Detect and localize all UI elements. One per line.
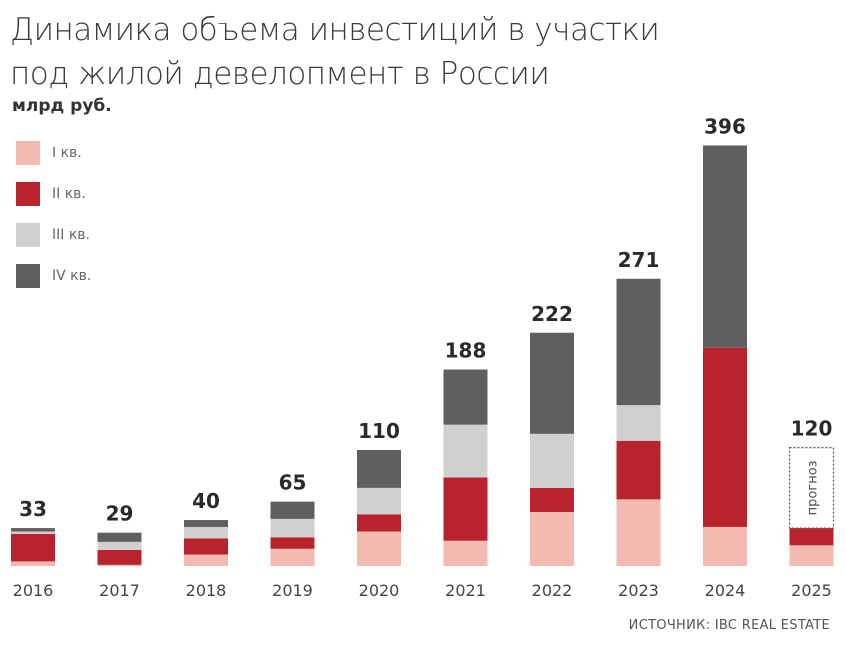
year-label-2016: 2016 [13,581,54,600]
bar-segment-2019-q2 [270,537,315,549]
year-label-2023: 2023 [618,581,659,600]
bar-segment-2023-q3 [616,405,661,441]
bar-segment-2020-q4 [357,449,401,488]
bar-segment-2020-q1 [357,531,401,566]
bar-segment-2017-q1 [97,564,142,566]
legend-swatch-q1 [16,140,40,165]
legend: I кв. II кв. III кв. IV кв. [16,132,91,296]
bar-segment-2017-q2 [97,549,142,565]
year-label-2018: 2018 [186,581,227,600]
year-label-2024: 2024 [705,581,746,600]
legend-label-q3: III кв. [52,226,90,243]
legend-item-q3: III кв. [16,214,91,255]
year-label-2020: 2020 [359,581,400,600]
total-label-2020: 110 [358,419,400,443]
y-unit-label: млрд руб. [12,96,112,116]
legend-label-q4: IV кв. [52,267,92,284]
bar-segment-2022-q4 [530,332,574,434]
bar-segment-2020-q3 [357,487,401,515]
bar-segment-2022-q1 [530,511,574,566]
legend-swatch-q2 [16,181,40,206]
year-label-2022: 2022 [532,581,573,600]
bar-segment-2017-q4 [97,532,142,542]
forecast-box-2025 [788,447,835,529]
year-label-2017: 2017 [99,581,140,600]
chart-title-line-1: Динамика объема инвестиций в участки [10,12,660,48]
bar-segment-2023-q2 [616,440,661,500]
bar-segment-2023-q1 [616,499,661,566]
total-label-2025: 120 [791,417,833,441]
total-label-2024: 396 [704,114,746,138]
legend-swatch-q4 [16,263,40,288]
bar-segment-2018-q4 [184,520,228,527]
total-label-2016: 33 [19,497,47,521]
total-label-2017: 29 [106,502,134,526]
legend-item-q4: IV кв. [16,255,91,296]
bar-segment-2024-q1 [703,526,747,566]
year-label-2019: 2019 [272,581,313,600]
bar-segment-2016-q2 [11,533,55,562]
bar-segment-2016-q3 [11,531,55,534]
forecast-label: прогноз [806,460,821,515]
year-label-2025: 2025 [791,581,832,600]
total-label-2021: 188 [445,339,487,363]
legend-label-q1: I кв. [52,144,82,161]
bar-segment-2021-q2 [443,477,488,541]
total-label-2022: 222 [531,302,573,326]
bar-segment-2018-q1 [184,554,228,566]
bar-segment-2025-q2 [789,528,834,546]
total-label-2019: 65 [279,471,307,495]
bar-segment-2024-q2 [703,347,747,527]
bar-segment-2023-q4 [616,278,661,406]
bar-segment-2021-q1 [443,540,488,566]
bar-segment-2016-q1 [11,561,55,566]
total-label-2023: 271 [618,248,660,272]
total-label-2018: 40 [192,489,220,513]
bar-segment-2017-q3 [97,541,142,550]
legend-item-q1: I кв. [16,132,91,173]
bar-segment-2021-q4 [443,369,488,425]
bar-segment-2022-q2 [530,487,574,512]
bar-segment-2020-q2 [357,514,401,532]
bar-segment-2019-q3 [270,518,315,538]
chart-title-line-2: под жилой девелопмент в России [10,56,550,92]
bar-segment-2019-q1 [270,548,315,566]
bar-segment-2021-q3 [443,424,488,478]
source-note: ИСТОЧНИК: IBC REAL ESTATE [628,618,830,633]
chart-title: Динамика объема инвестиций в участки под… [10,8,660,96]
bar-segment-2016-q4 [11,528,55,532]
legend-label-q2: II кв. [52,185,86,202]
bar-segment-2019-q4 [270,501,315,519]
bar-segment-2018-q2 [184,538,228,555]
bar-segment-2022-q3 [530,433,574,488]
bar-segment-2025-q1 [789,545,834,566]
bar-segment-2024-q4 [703,145,747,348]
legend-item-q2: II кв. [16,173,91,214]
legend-swatch-q3 [16,222,40,247]
bar-segment-2018-q3 [184,526,228,539]
year-label-2021: 2021 [445,581,486,600]
